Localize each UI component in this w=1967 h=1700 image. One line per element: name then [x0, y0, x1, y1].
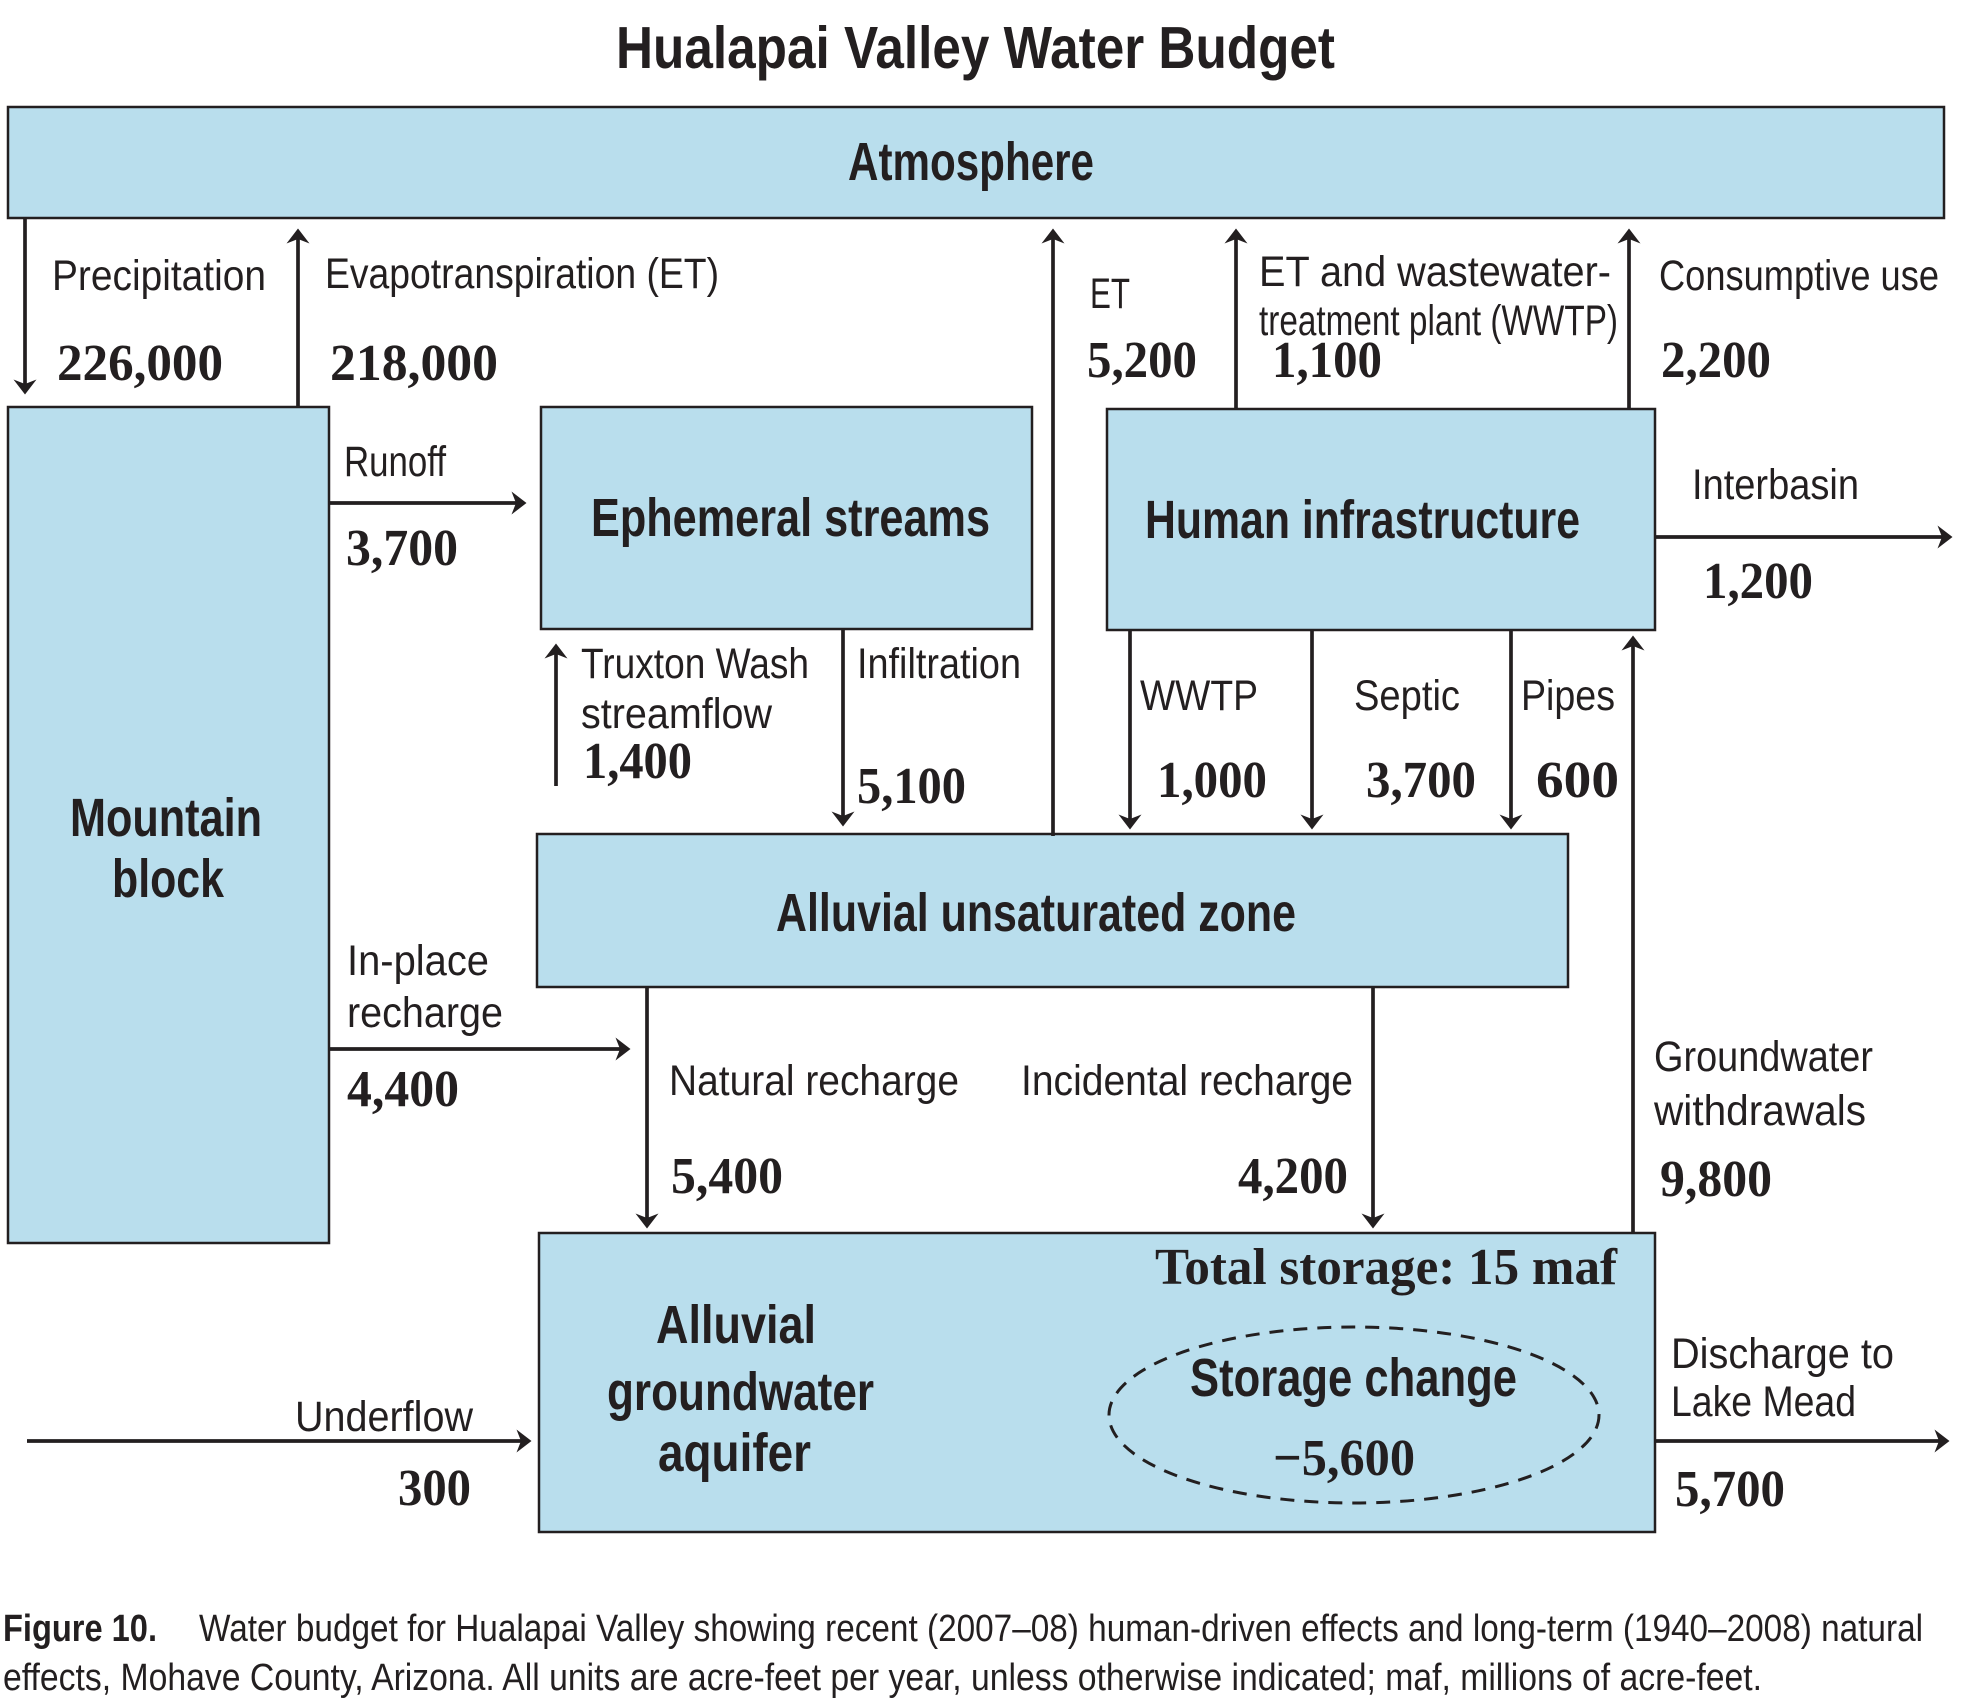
svg-text:3,700: 3,700 [346, 520, 458, 577]
svg-text:226,000: 226,000 [57, 335, 223, 392]
svg-text:ET: ET [1090, 270, 1130, 318]
svg-text:5,200: 5,200 [1087, 332, 1197, 389]
svg-text:Figure 10.: Figure 10. [3, 1608, 157, 1650]
svg-text:Total storage: 15 maf: Total storage: 15 maf [1155, 1239, 1618, 1296]
svg-text:WWTP: WWTP [1140, 672, 1258, 720]
svg-text:Discharge to: Discharge to [1671, 1330, 1894, 1378]
svg-text:aquifer: aquifer [658, 1423, 811, 1483]
svg-text:block: block [112, 849, 225, 909]
svg-text:Groundwater: Groundwater [1654, 1033, 1873, 1081]
svg-text:Runoff: Runoff [344, 438, 447, 486]
svg-text:600: 600 [1536, 752, 1619, 809]
svg-text:Ephemeral streams: Ephemeral streams [591, 488, 990, 548]
svg-text:3,700: 3,700 [1366, 752, 1476, 809]
svg-text:Precipitation: Precipitation [52, 252, 266, 300]
svg-text:Natural recharge: Natural recharge [669, 1057, 959, 1105]
svg-text:5,400: 5,400 [671, 1148, 783, 1205]
svg-text:Alluvial unsaturated zone: Alluvial unsaturated zone [776, 883, 1296, 943]
svg-text:1,000: 1,000 [1157, 752, 1267, 809]
svg-text:Pipes: Pipes [1521, 672, 1615, 720]
svg-text:1,200: 1,200 [1703, 553, 1813, 610]
svg-text:Septic: Septic [1354, 672, 1460, 720]
svg-text:treatment plant (WWTP): treatment plant (WWTP) [1259, 297, 1618, 345]
svg-text:Mountain: Mountain [70, 788, 262, 848]
svg-text:Water budget for Hualapai Vall: Water budget for Hualapai Valley showing… [199, 1608, 1923, 1650]
svg-text:Atmosphere: Atmosphere [848, 132, 1094, 192]
svg-text:Infiltration: Infiltration [857, 640, 1021, 688]
svg-text:Alluvial: Alluvial [656, 1295, 816, 1355]
svg-text:Human infrastructure: Human infrastructure [1145, 490, 1580, 550]
svg-text:Evapotranspiration (ET): Evapotranspiration (ET) [325, 250, 719, 298]
svg-text:Incidental recharge: Incidental recharge [1021, 1057, 1353, 1105]
svg-text:Lake Mead: Lake Mead [1671, 1378, 1856, 1426]
svg-text:9,800: 9,800 [1660, 1151, 1772, 1208]
svg-text:5,700: 5,700 [1675, 1461, 1785, 1518]
svg-text:Hualapai Valley Water Budget: Hualapai Valley Water Budget [616, 15, 1335, 81]
svg-text:5,100: 5,100 [857, 758, 966, 815]
svg-text:4,200: 4,200 [1238, 1148, 1348, 1205]
svg-text:300: 300 [398, 1460, 471, 1517]
svg-text:Storage change: Storage change [1190, 1348, 1517, 1408]
svg-text:withdrawals: withdrawals [1653, 1087, 1866, 1135]
svg-text:recharge: recharge [347, 989, 503, 1037]
svg-text:Underflow: Underflow [295, 1393, 474, 1441]
svg-text:−5,600: −5,600 [1273, 1430, 1415, 1487]
svg-text:ET and wastewater-: ET and wastewater- [1259, 248, 1611, 296]
svg-text:4,400: 4,400 [347, 1061, 459, 1118]
svg-text:1,400: 1,400 [583, 733, 692, 790]
svg-text:Consumptive use: Consumptive use [1659, 252, 1939, 300]
svg-text:effects, Mohave County, Arizon: effects, Mohave County, Arizona. All uni… [3, 1657, 1762, 1699]
svg-text:groundwater: groundwater [607, 1362, 874, 1422]
svg-text:streamflow: streamflow [581, 690, 773, 738]
svg-text:2,200: 2,200 [1661, 332, 1771, 389]
svg-text:Truxton Wash: Truxton Wash [581, 640, 809, 688]
svg-text:In-place: In-place [347, 937, 489, 985]
svg-text:1,100: 1,100 [1272, 332, 1382, 389]
svg-text:Interbasin: Interbasin [1692, 461, 1859, 509]
svg-text:218,000: 218,000 [330, 335, 498, 392]
